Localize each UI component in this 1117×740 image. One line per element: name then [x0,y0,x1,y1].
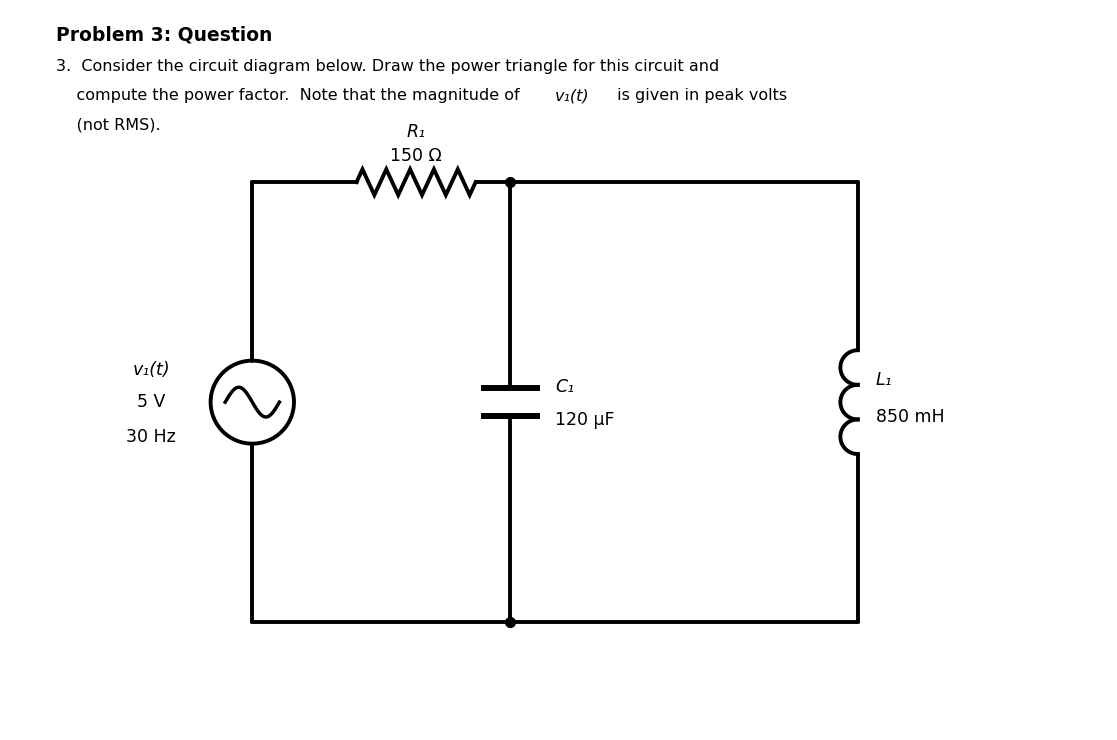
Text: 30 Hz: 30 Hz [126,428,176,445]
Text: L₁: L₁ [876,371,892,389]
Text: 3.  Consider the circuit diagram below. Draw the power triangle for this circuit: 3. Consider the circuit diagram below. D… [56,58,719,73]
Text: is given in peak volts: is given in peak volts [612,88,786,103]
Text: v₁(t): v₁(t) [132,362,170,380]
Text: 850 mH: 850 mH [876,408,944,426]
Text: (not RMS).: (not RMS). [56,118,161,133]
Text: Problem 3: Question: Problem 3: Question [56,26,273,45]
Text: 5 V: 5 V [137,393,165,411]
Text: v₁(t): v₁(t) [555,88,590,103]
Text: 150 Ω: 150 Ω [390,147,442,165]
Text: 120 μF: 120 μF [555,411,614,429]
Text: compute the power factor.  Note that the magnitude of: compute the power factor. Note that the … [56,88,525,103]
Text: C₁: C₁ [555,378,574,397]
Text: R₁: R₁ [407,123,426,141]
